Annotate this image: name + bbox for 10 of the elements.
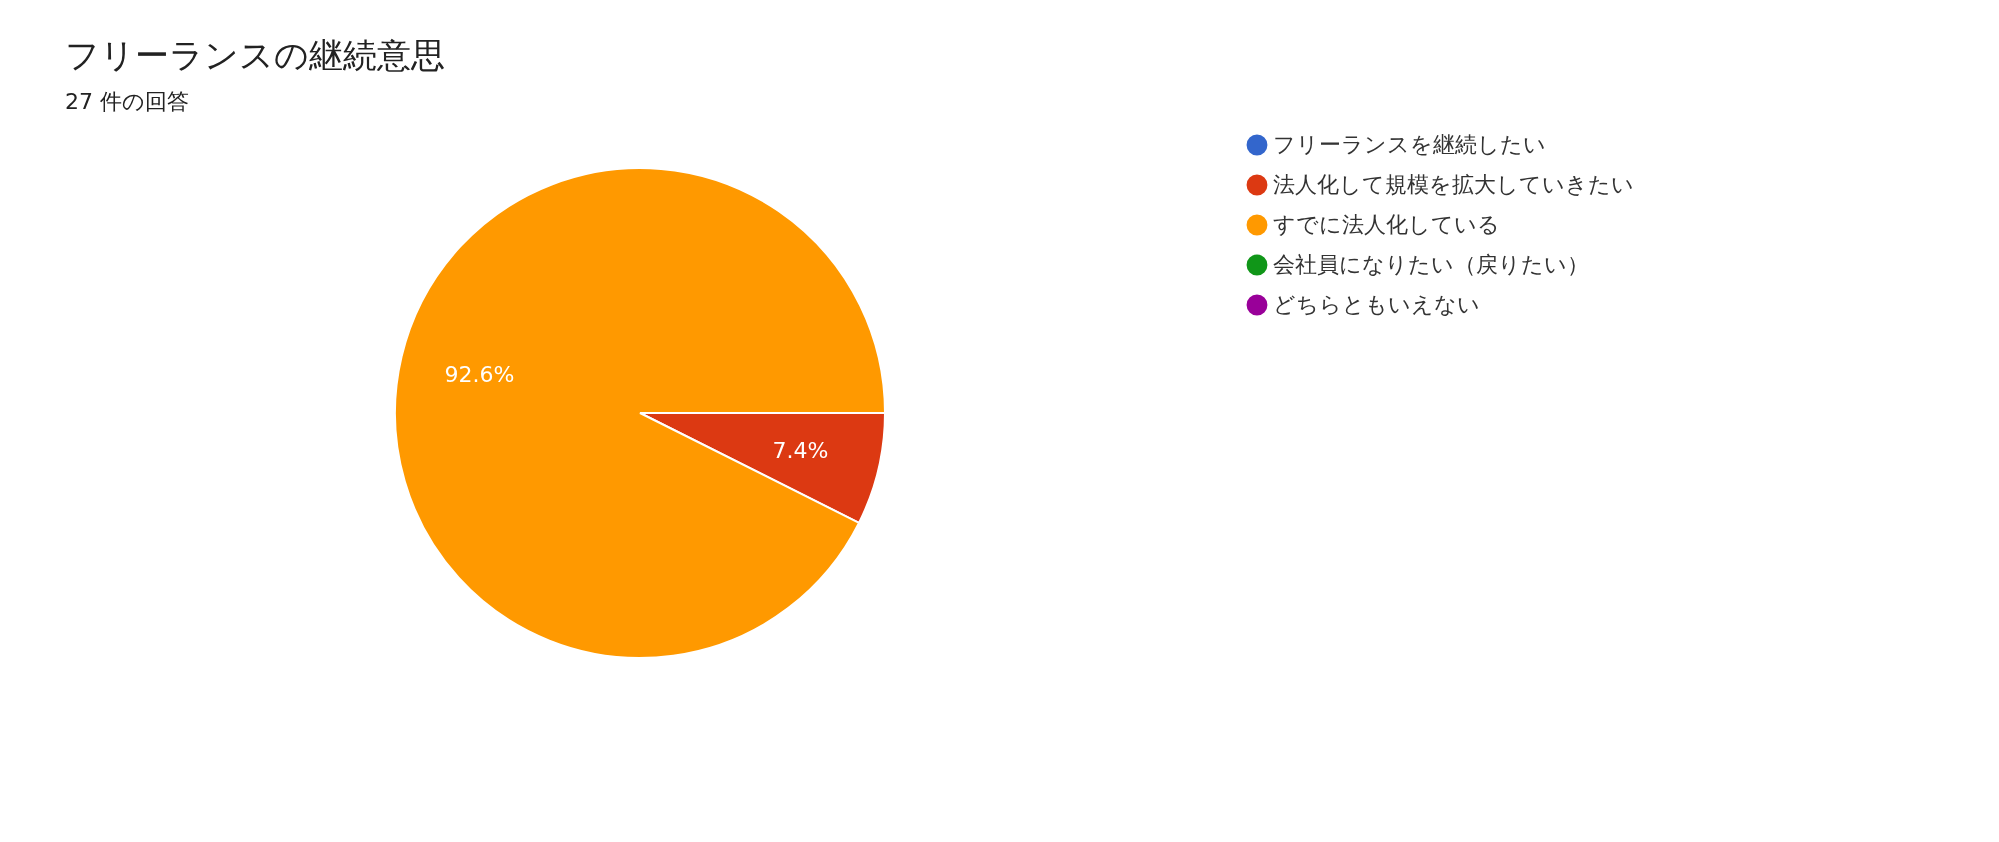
chart-title: フリーランスの継続意思 — [65, 35, 445, 75]
legend-label: すでに法人化している — [1273, 212, 1500, 237]
legend-label: どちらともいえない — [1273, 292, 1480, 317]
text: 27 件の回答 — [65, 89, 189, 114]
legend-label: 法人化して規模を拡大していきたい — [1273, 172, 1634, 197]
data-label: 7.4% — [772, 438, 829, 464]
pie-slice — [394, 167, 886, 659]
data-label: 92.6% — [444, 361, 515, 387]
legend-label: 会社員になりたい（戻りたい） — [1273, 252, 1589, 277]
legend-label: フリーランスを継続したい — [1273, 132, 1546, 157]
